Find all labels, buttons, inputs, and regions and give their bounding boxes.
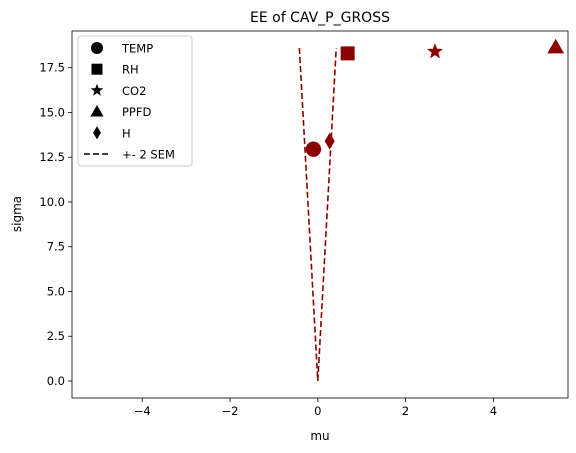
data-point-h [324, 132, 335, 150]
x-axis-label: mu [310, 429, 329, 443]
legend-marker-temp [90, 41, 104, 55]
data-point-co2 [427, 43, 443, 59]
legend-label-h: H [122, 126, 131, 140]
y-tick-label: 15.0 [39, 105, 65, 119]
legend-marker-ppfd [90, 105, 104, 117]
sem-line-left [298, 47, 319, 382]
chart-title: EE of CAV_P_GROSS [250, 10, 390, 26]
y-tick-label: 7.5 [47, 240, 65, 254]
legend-marker-rh [91, 63, 103, 75]
legend-box [77, 35, 193, 167]
x-tick-label: −2 [222, 404, 239, 418]
y-tick-label: 17.5 [39, 61, 65, 75]
data-point-temp [305, 141, 322, 157]
legend-marker-h [93, 126, 101, 140]
y-tick-label: 5.0 [47, 284, 65, 298]
plot-frame [71, 30, 569, 399]
sem-line-right [317, 47, 338, 382]
y-tick-label: 12.5 [39, 150, 65, 164]
y-tick-label: 2.5 [47, 329, 65, 343]
legend-label-ppfd: PPFD [122, 105, 151, 119]
y-axis-ticks: 0.0 2.5 5.0 7.5 10.0 12.5 15.0 17.5 [39, 61, 72, 388]
sem-band [298, 47, 338, 382]
x-axis-ticks: −4 −2 0 2 4 [134, 398, 497, 418]
legend-label-co2: CO2 [122, 84, 146, 98]
x-tick-label: −4 [134, 404, 151, 418]
legend-label-temp: TEMP [121, 42, 153, 56]
y-axis-label: sigma [10, 196, 24, 232]
data-markers [305, 38, 565, 157]
x-tick-label: 2 [402, 404, 409, 418]
y-tick-label: 0.0 [47, 374, 65, 388]
legend-marker-co2 [90, 83, 104, 96]
x-tick-label: 4 [490, 404, 497, 418]
legend-label-sem: +- 2 SEM [122, 148, 175, 162]
data-point-rh [340, 46, 355, 61]
x-tick-label: 0 [314, 404, 321, 418]
y-tick-label: 10.0 [39, 195, 65, 209]
data-point-ppfd [547, 38, 565, 54]
legend: TEMP RH CO2 PPFD H +- 2 SEM [77, 35, 193, 167]
legend-label-rh: RH [122, 63, 139, 77]
